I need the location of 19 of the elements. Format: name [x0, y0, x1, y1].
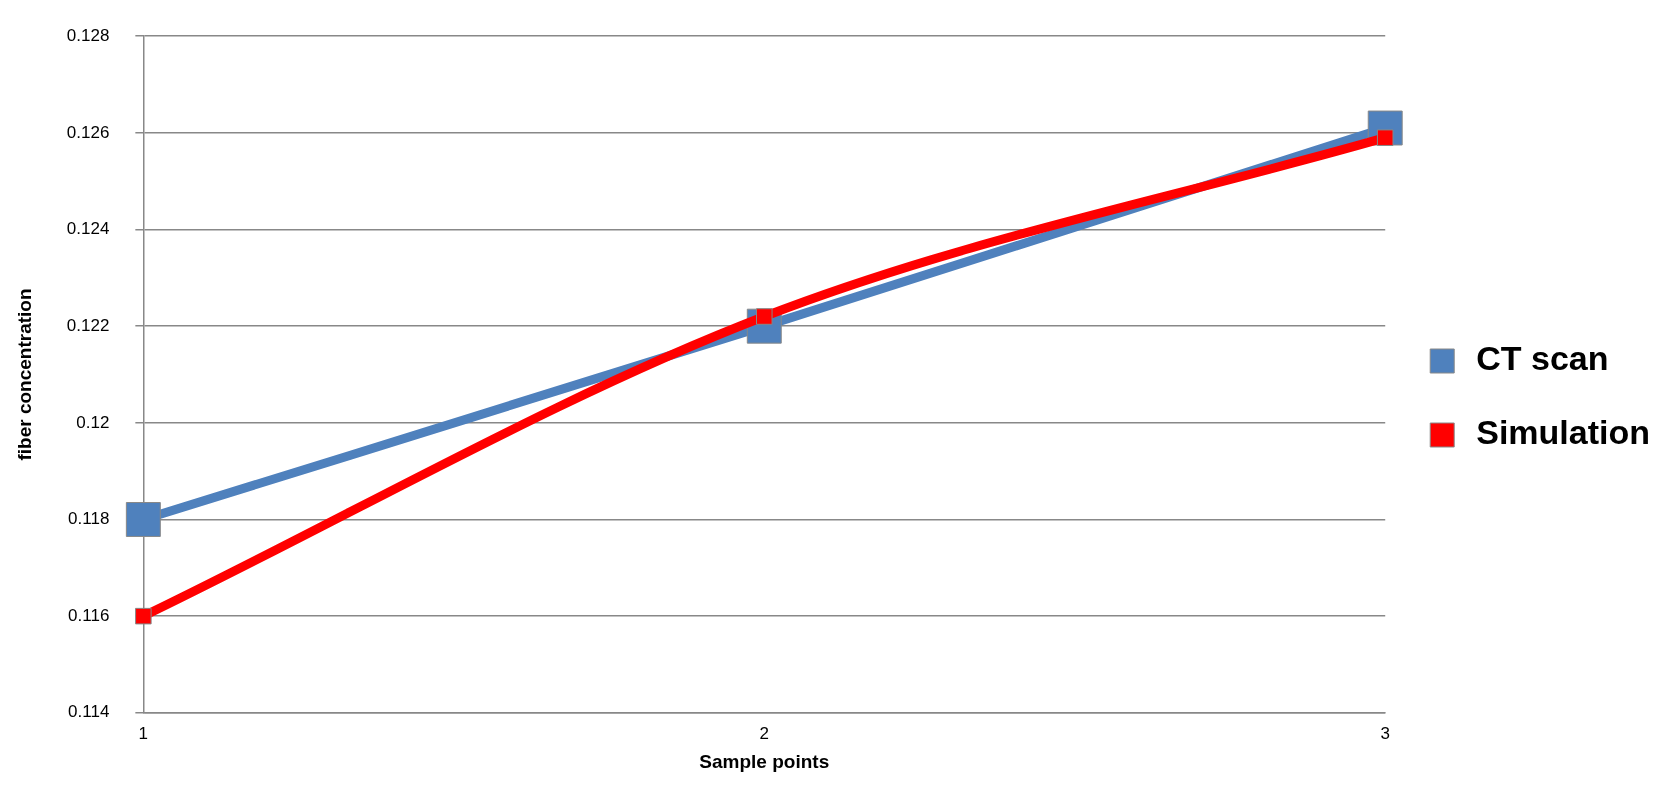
legend-label: CT scan: [1476, 339, 1609, 378]
y-tick-label: 0.12: [76, 412, 110, 432]
x-tick-label: 3: [1380, 723, 1390, 743]
y-tick-label: 0.128: [66, 25, 110, 45]
x-tick-label: 2: [759, 723, 770, 743]
y-tick-label: 0.126: [66, 122, 110, 142]
point: [125, 502, 161, 537]
x-tick-label: 1: [138, 723, 149, 743]
y-tick-label: 0.122: [66, 315, 110, 335]
point: [135, 607, 152, 625]
y-tick-label: 0.118: [68, 509, 110, 529]
y-tick-label: 0.116: [68, 605, 110, 625]
y-tick-label: 0.114: [68, 702, 110, 722]
y-tick-label: 0.124: [66, 219, 110, 239]
x-axis-title: Sample points: [699, 750, 830, 772]
y-axis-title: fiber concentration: [13, 288, 35, 461]
legend-label: Simulation: [1476, 413, 1651, 452]
point: [756, 308, 773, 325]
point: [1376, 129, 1394, 146]
